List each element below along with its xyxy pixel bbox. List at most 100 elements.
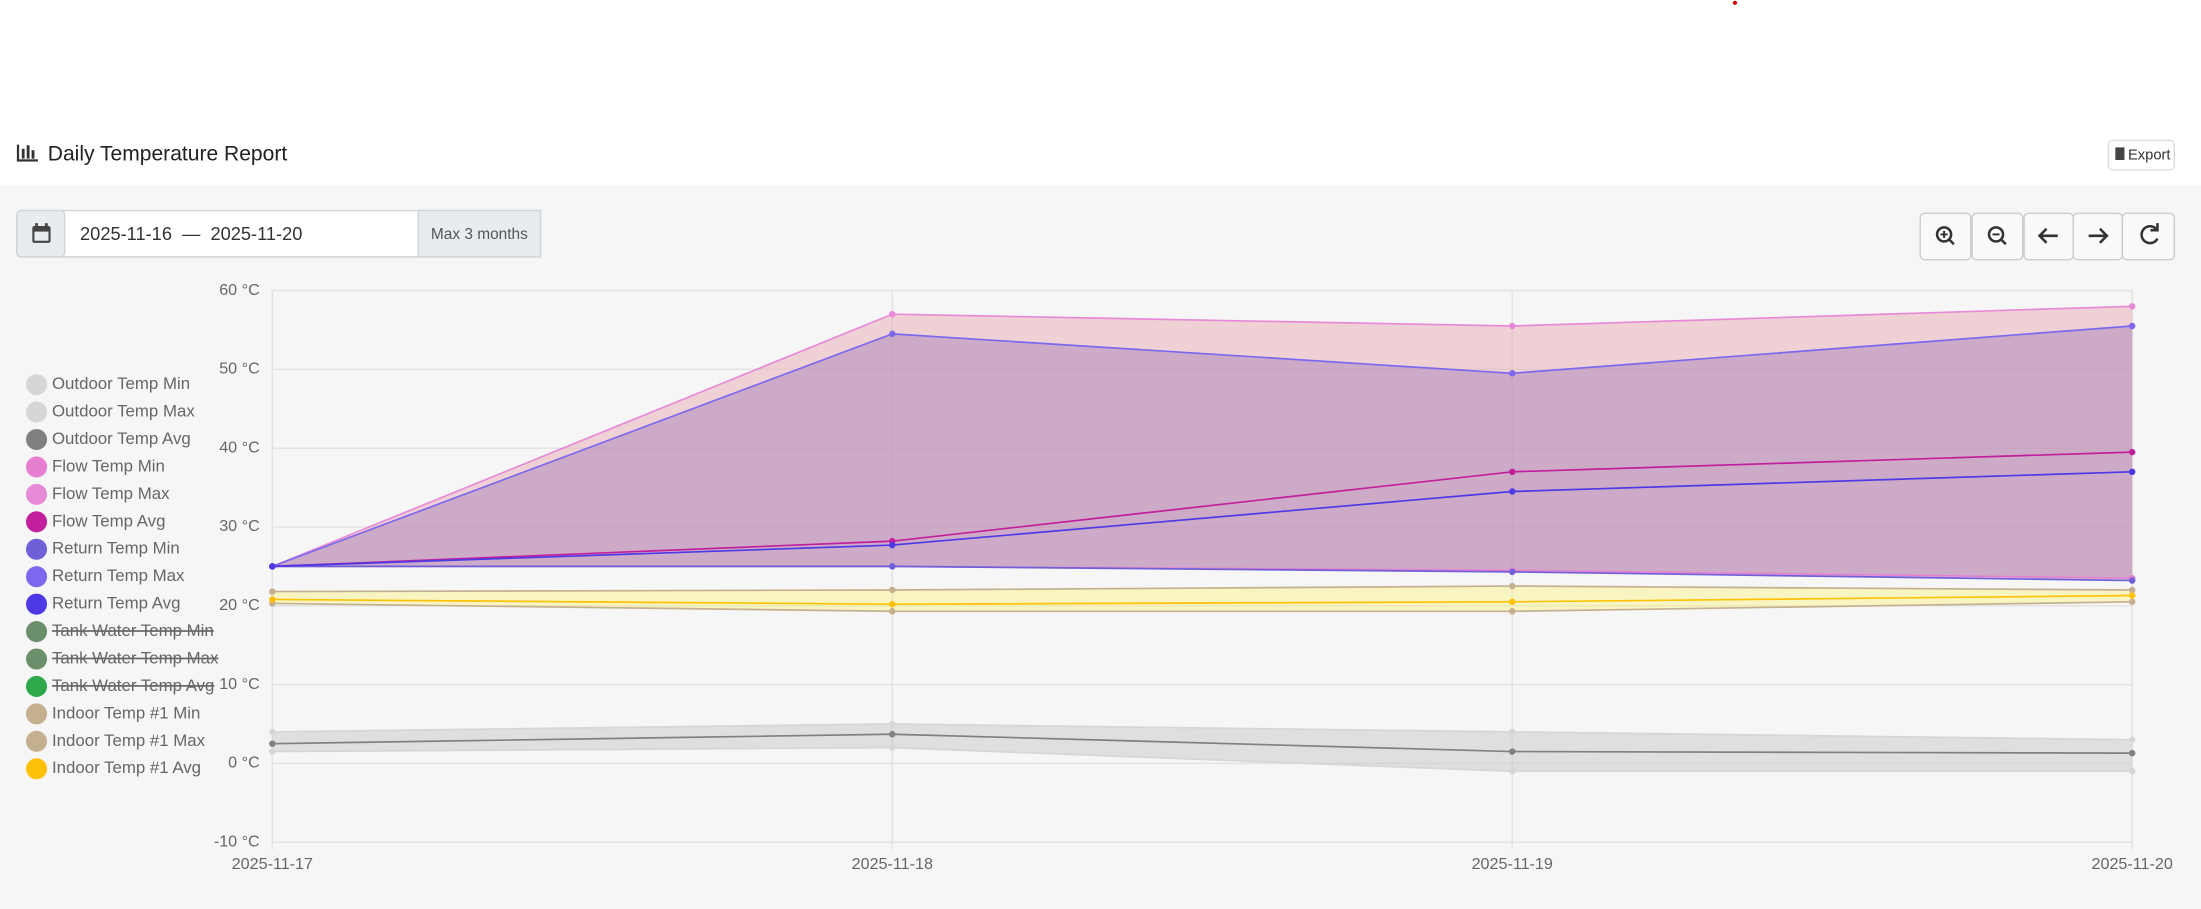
- y-tick-label: 30 °C: [219, 517, 260, 535]
- data-point: [2128, 322, 2136, 330]
- export-button[interactable]: [2107, 139, 2175, 171]
- legend-label: Tank Water Temp Min: [52, 621, 214, 640]
- refresh-button[interactable]: [2121, 212, 2175, 261]
- date-range: 2025-11-16 — 2025-11-20: [80, 223, 302, 244]
- legend-label: Return Temp Min: [52, 539, 180, 558]
- band-fill: [272, 586, 2133, 612]
- legend-swatch: [26, 401, 48, 423]
- chart-icon: [16, 144, 38, 162]
- data-point: [269, 596, 276, 603]
- series-line: [272, 600, 2133, 613]
- legend-swatch: [26, 593, 48, 615]
- y-tick-label: 40 °C: [219, 438, 260, 456]
- series-line: [272, 723, 2133, 741]
- y-tick-label: 10 °C: [219, 675, 260, 693]
- data-point: [889, 330, 896, 338]
- legend-swatch: [26, 566, 48, 588]
- data-point: [1509, 370, 1516, 377]
- data-point: [1509, 728, 1516, 736]
- y-tick-label: 20 °C: [219, 596, 260, 614]
- legend-label: Flow Temp Avg: [52, 511, 166, 530]
- series-line: [272, 594, 2133, 606]
- data-point: [2128, 749, 2136, 757]
- range-hint: Max 3 months: [431, 226, 528, 243]
- x-tick-label: 2025-11-18: [852, 855, 933, 873]
- data-point: [2128, 586, 2136, 594]
- series-line: [272, 305, 2133, 568]
- data-point: [889, 744, 896, 751]
- data-point: [1509, 608, 1516, 615]
- legend-label: Tank Water Temp Max: [52, 648, 219, 667]
- data-point: [2128, 303, 2136, 310]
- legend-swatch: [26, 703, 48, 725]
- header-bar: [0, 129, 2201, 186]
- report-title: Daily Temperature Report: [48, 143, 288, 166]
- legend-swatch: [26, 621, 48, 643]
- data-point: [1509, 468, 1516, 476]
- legend-swatch: [26, 483, 48, 505]
- data-point: [2128, 592, 2136, 599]
- data-point: [1509, 598, 1516, 606]
- x-tick-label: 2025-11-19: [1472, 855, 1553, 873]
- y-tick-label: 0 °C: [228, 754, 260, 772]
- legend-label: Return Temp Max: [52, 566, 185, 585]
- legend-label: Indoor Temp #1 Max: [52, 731, 206, 750]
- zoom-in-button[interactable]: [1919, 212, 1972, 261]
- legend-label: Outdoor Temp Max: [52, 401, 195, 420]
- data-point: [2128, 736, 2136, 743]
- series-line: [272, 733, 2133, 754]
- series-line: [272, 565, 2133, 582]
- data-point: [1509, 322, 1516, 330]
- series-line: [272, 746, 2133, 773]
- series-line: [272, 585, 2133, 593]
- legend-swatch: [26, 511, 48, 533]
- export-label: Export: [2128, 148, 2171, 164]
- legend-label: Indoor Temp #1 Avg: [52, 758, 201, 777]
- file-icon: [2115, 147, 2125, 161]
- band-fill: [272, 326, 2133, 581]
- data-point: [2128, 768, 2136, 775]
- data-point: [2128, 468, 2136, 476]
- x-tick-label: 2025-11-17: [232, 855, 313, 873]
- legend-swatch: [26, 648, 48, 670]
- legend-label: Flow Temp Max: [52, 484, 170, 503]
- data-point: [2128, 448, 2136, 456]
- legend-label: Indoor Temp #1 Min: [52, 703, 200, 722]
- data-point: [1509, 582, 1516, 590]
- legend-label: Outdoor Temp Avg: [52, 429, 191, 448]
- legend-label: Flow Temp Min: [52, 456, 165, 475]
- series-line: [272, 451, 2133, 568]
- legend-label: Return Temp Avg: [52, 594, 180, 613]
- x-tick-label: 2025-11-20: [2092, 855, 2173, 873]
- data-point: [889, 600, 896, 608]
- data-point: [269, 728, 276, 736]
- data-point: [1509, 568, 1516, 576]
- data-point: [1509, 768, 1516, 775]
- data-point: [269, 563, 276, 570]
- legend-swatch: [26, 428, 48, 451]
- y-tick-label: 60 °C: [219, 281, 260, 299]
- data-point: [889, 608, 896, 615]
- legend-swatch: [26, 538, 48, 560]
- zoom-out-button[interactable]: [1971, 212, 2024, 261]
- legend-label: Outdoor Temp Min: [52, 374, 190, 393]
- nav-buttons: [1919, 212, 2175, 261]
- data-point: [1509, 488, 1516, 495]
- dot: [1732, 0, 1738, 5]
- y-tick-label: -10 °C: [214, 832, 260, 850]
- legend-swatch: [26, 374, 48, 396]
- data-point: [889, 586, 896, 594]
- legend-swatch: [26, 758, 48, 780]
- data-point: [2128, 577, 2136, 584]
- y-tick-label: 50 °C: [219, 360, 260, 378]
- range-hint-addon: [417, 209, 542, 258]
- chart: -10 °C 0 °C 10 °C 20 °C 30 °C 40 °C 50 °C 60 °C…: [26, 281, 2173, 873]
- series-line: [272, 325, 2133, 568]
- data-point: [889, 541, 896, 549]
- calendar-icon: [32, 223, 51, 243]
- band-fill: [272, 306, 2133, 579]
- data-point: [889, 730, 896, 738]
- data-point: [269, 740, 276, 747]
